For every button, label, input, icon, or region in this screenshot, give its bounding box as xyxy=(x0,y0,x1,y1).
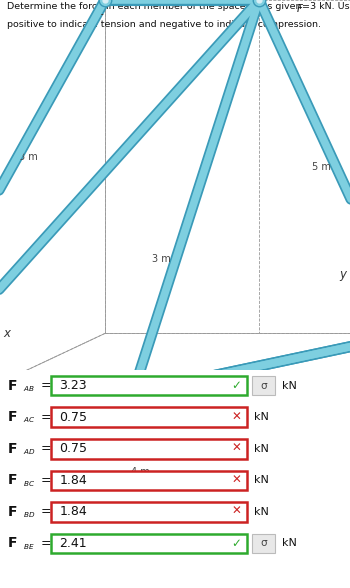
Text: kN: kN xyxy=(254,475,269,485)
FancyBboxPatch shape xyxy=(252,376,275,396)
Text: C: C xyxy=(135,387,143,397)
Text: σ: σ xyxy=(260,539,267,549)
Text: ✓: ✓ xyxy=(231,379,241,392)
FancyBboxPatch shape xyxy=(51,470,247,490)
Text: $\mathbf{F}$: $\mathbf{F}$ xyxy=(7,536,17,550)
Text: kN: kN xyxy=(254,507,269,517)
Text: 3.23: 3.23 xyxy=(60,379,87,392)
Text: =: = xyxy=(40,379,51,392)
Text: $_{AC}$: $_{AC}$ xyxy=(23,416,35,426)
Text: ✕: ✕ xyxy=(231,410,241,424)
Text: $\mathbf{F}$: $\mathbf{F}$ xyxy=(7,505,17,519)
FancyBboxPatch shape xyxy=(51,534,247,553)
Text: =: = xyxy=(40,410,51,424)
Text: 2.41: 2.41 xyxy=(60,537,87,550)
Text: $_{AD}$: $_{AD}$ xyxy=(23,447,35,457)
Text: =: = xyxy=(40,537,51,550)
Text: ✓: ✓ xyxy=(231,537,241,550)
Text: x: x xyxy=(4,327,10,340)
FancyBboxPatch shape xyxy=(252,534,275,553)
Text: =: = xyxy=(40,442,51,455)
FancyBboxPatch shape xyxy=(51,439,247,459)
Text: ✕: ✕ xyxy=(231,442,241,455)
Text: 0.75: 0.75 xyxy=(60,410,88,424)
Text: $_{BD}$: $_{BD}$ xyxy=(23,510,35,520)
Text: 4 m: 4 m xyxy=(131,467,149,477)
Text: $\mathbf{F}$: $\mathbf{F}$ xyxy=(7,473,17,487)
Text: 3 m: 3 m xyxy=(19,152,37,162)
Text: z: z xyxy=(97,5,103,18)
Text: =3 kN. Use: =3 kN. Use xyxy=(302,2,350,11)
Text: $_{BC}$: $_{BC}$ xyxy=(23,479,35,489)
Text: 0.75: 0.75 xyxy=(60,442,88,455)
Text: ✕: ✕ xyxy=(231,474,241,487)
Text: 3 m: 3 m xyxy=(152,254,170,265)
Text: $\mathbf{F}$: $\mathbf{F}$ xyxy=(7,442,17,456)
Text: $_{AB}$: $_{AB}$ xyxy=(23,384,35,394)
Text: =: = xyxy=(40,474,51,487)
Text: kN: kN xyxy=(282,539,297,549)
FancyBboxPatch shape xyxy=(51,502,247,522)
Text: 1.84: 1.84 xyxy=(60,474,87,487)
FancyBboxPatch shape xyxy=(51,376,247,396)
Text: $_{BE}$: $_{BE}$ xyxy=(23,542,34,552)
Text: kN: kN xyxy=(282,380,297,390)
Text: positive to indicate tension and negative to indicate compression.: positive to indicate tension and negativ… xyxy=(7,19,321,29)
Text: σ: σ xyxy=(260,380,267,390)
Text: y: y xyxy=(340,268,346,280)
Text: Determine the force in each member of the space truss given: Determine the force in each member of th… xyxy=(7,2,304,11)
Text: kN: kN xyxy=(254,444,269,454)
Text: $\mathbf{F}$: $\mathbf{F}$ xyxy=(7,410,17,424)
Text: 1.84: 1.84 xyxy=(60,505,87,519)
Text: kN: kN xyxy=(254,412,269,422)
Text: ✕: ✕ xyxy=(231,505,241,519)
Text: 5 m: 5 m xyxy=(312,162,330,172)
Text: $\mathit{F}$: $\mathit{F}$ xyxy=(296,2,304,14)
FancyBboxPatch shape xyxy=(51,407,247,427)
Text: =: = xyxy=(40,505,51,519)
Text: $\mathbf{F}$: $\mathbf{F}$ xyxy=(7,379,17,393)
